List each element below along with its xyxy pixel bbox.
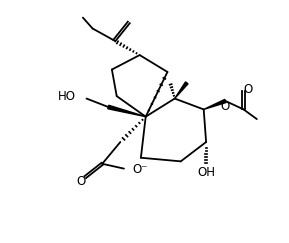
Text: O: O [243, 83, 253, 96]
Text: OH: OH [198, 166, 216, 180]
Text: O: O [221, 100, 230, 113]
Polygon shape [175, 82, 188, 99]
Polygon shape [108, 105, 146, 117]
Text: O: O [76, 175, 86, 188]
Text: O⁻: O⁻ [132, 163, 148, 176]
Text: HO: HO [58, 90, 76, 103]
Polygon shape [204, 99, 226, 109]
